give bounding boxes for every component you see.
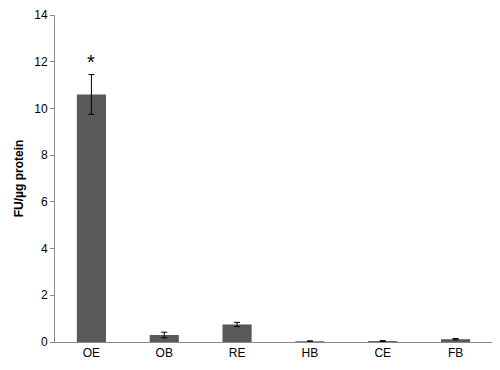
svg-text:RE: RE	[229, 346, 246, 360]
svg-text:10: 10	[34, 102, 48, 116]
svg-text:*: *	[87, 51, 95, 73]
svg-text:12: 12	[34, 55, 48, 69]
svg-text:6: 6	[41, 195, 48, 209]
svg-text:0: 0	[41, 335, 48, 349]
svg-text:FU/µg protein: FU/µg protein	[12, 140, 26, 218]
svg-text:OE: OE	[83, 346, 100, 360]
svg-text:HB: HB	[302, 346, 319, 360]
svg-text:CE: CE	[374, 346, 391, 360]
svg-text:4: 4	[41, 242, 48, 256]
svg-text:2: 2	[41, 288, 48, 302]
svg-text:8: 8	[41, 148, 48, 162]
svg-text:14: 14	[34, 8, 48, 22]
svg-text:OB: OB	[156, 346, 173, 360]
svg-text:FB: FB	[448, 346, 463, 360]
